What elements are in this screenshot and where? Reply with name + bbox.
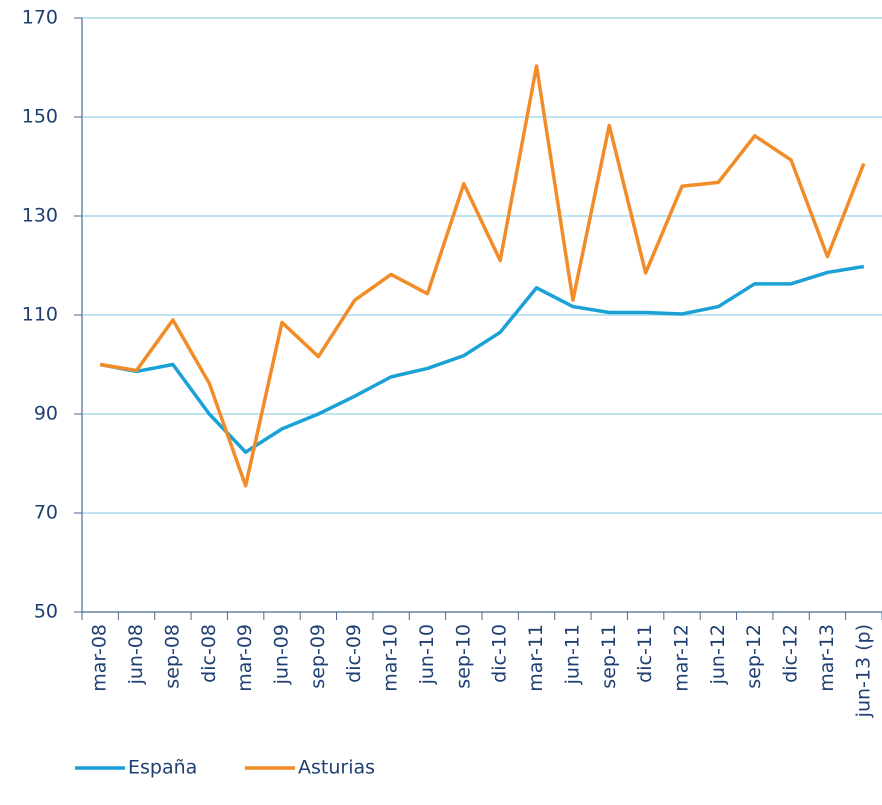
y-tick-label: 130 (22, 205, 58, 227)
x-tick-label: dic-10 (489, 624, 511, 683)
x-tick-label: dic-09 (343, 624, 365, 683)
line-series (99, 264, 865, 454)
legend-label: España (128, 757, 197, 779)
x-tick-label: mar-11 (525, 624, 547, 692)
x-tick-label: sep-09 (307, 624, 329, 689)
x-tick-label: jun-08 (125, 624, 147, 685)
y-tick-label: 70 (34, 502, 58, 524)
x-tick-label: jun-09 (271, 624, 293, 685)
x-tick-label: jun-12 (707, 624, 729, 685)
x-tick-label: dic-08 (198, 624, 220, 683)
y-tick-label: 110 (22, 304, 58, 326)
x-tick-label: mar-12 (671, 624, 693, 692)
x-tick-label: sep-08 (161, 624, 183, 689)
legend-label: Asturias (298, 757, 375, 779)
x-tick-label: dic-11 (634, 624, 656, 683)
y-tick-label: 90 (34, 403, 58, 425)
y-tick-label: 170 (22, 7, 58, 29)
x-tick-label: sep-11 (598, 624, 620, 689)
x-tick-label: jun-11 (561, 624, 583, 685)
x-tick-label: sep-12 (743, 624, 765, 689)
y-tick-label: 150 (22, 106, 58, 128)
x-tick-label: mar-08 (89, 624, 111, 692)
x-tick-label: dic-12 (780, 624, 802, 683)
y-tick-label: 50 (34, 601, 58, 623)
x-tick-label: mar-13 (816, 624, 838, 692)
x-tick-label: jun-13 (p) (852, 624, 874, 718)
x-tick-label: mar-10 (380, 624, 402, 692)
x-tick-label: sep-10 (452, 624, 474, 689)
x-tick-label: mar-09 (234, 624, 256, 692)
line-series (99, 64, 866, 488)
x-tick-label: jun-10 (416, 624, 438, 685)
